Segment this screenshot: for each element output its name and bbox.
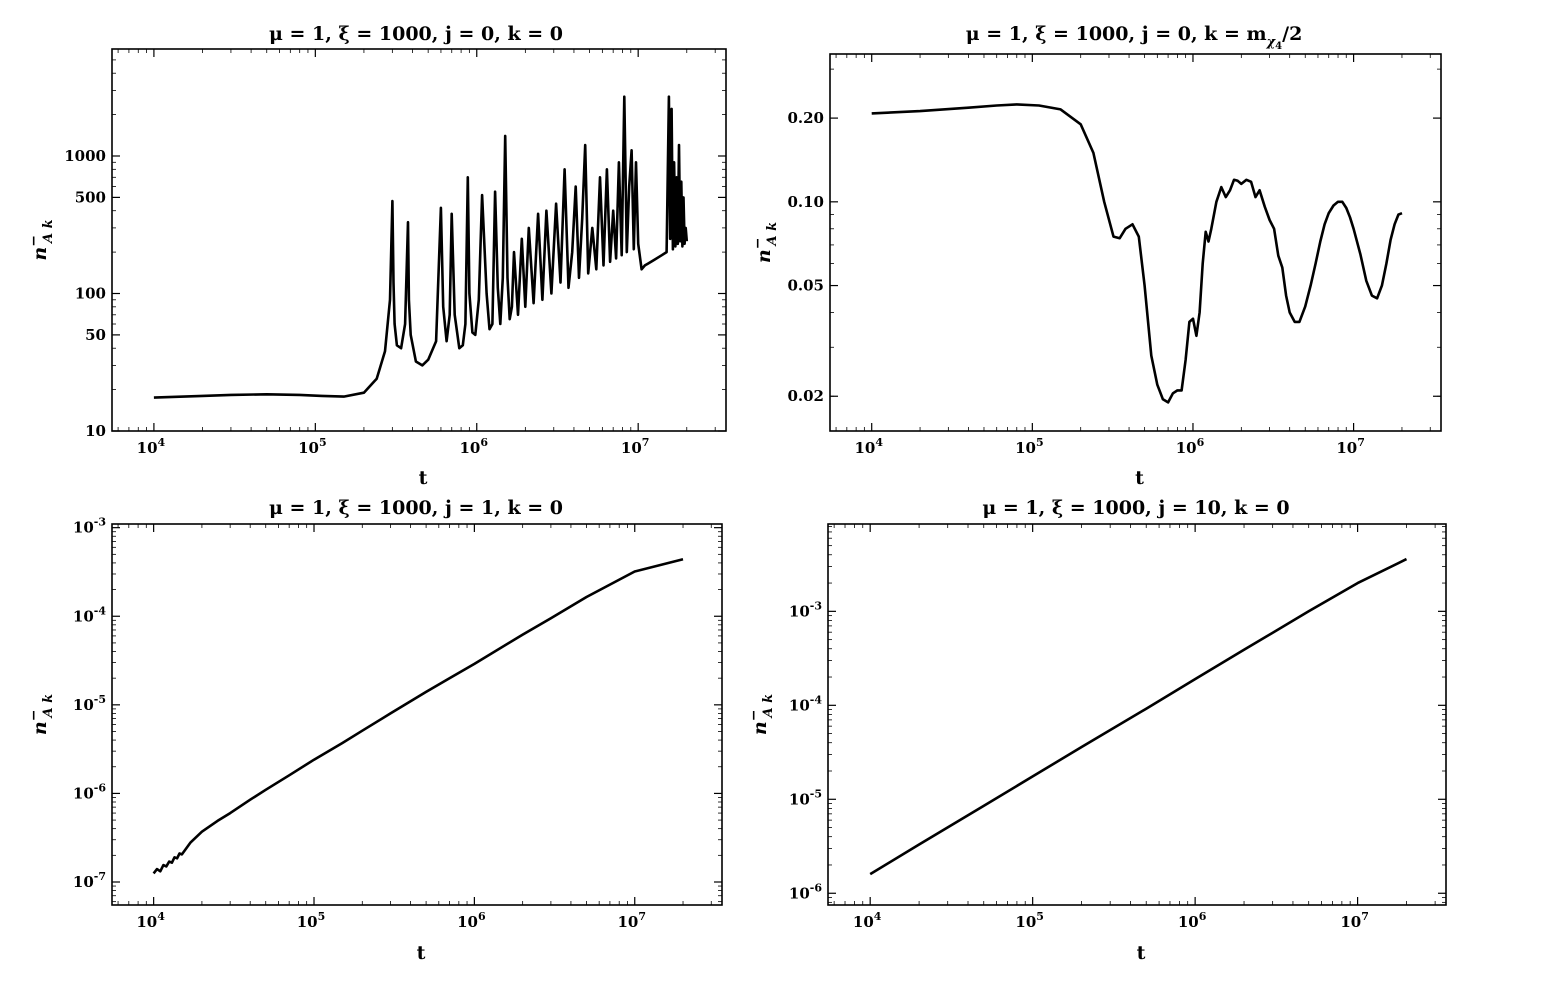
x-tick-label: 106: [457, 910, 486, 931]
plot-frame: [111, 523, 723, 906]
minor-ticks: [830, 54, 1441, 431]
x-tick-label: 105: [298, 436, 327, 457]
x-tick-label: 107: [617, 910, 646, 931]
series-line-1: [871, 103, 1403, 404]
chart-panel-2: 104 105 106 107 0.02 0.05 0.10 0.20 μ = 1, ξ = 1…: [750, 23, 1442, 489]
plot-frame: [111, 48, 727, 432]
y-tick-label: 10: [85, 422, 106, 440]
y-tick-label: 10-4: [789, 693, 822, 714]
x-tick-label: 104: [853, 910, 882, 931]
y-tick-label: 0.10: [787, 193, 824, 211]
x-tick-label: 105: [297, 910, 326, 931]
y-tick-label: 10-6: [73, 781, 106, 802]
x-tick-label: 107: [1336, 436, 1365, 457]
y-tick-label: 10-7: [73, 870, 106, 891]
x-tick-label: 104: [854, 436, 883, 457]
y-axis-label: n−A k: [750, 222, 780, 263]
series-line-1: [153, 95, 689, 399]
y-tick-label: 10-3: [73, 516, 106, 537]
y-tick-label: 1000: [64, 147, 106, 165]
y-axis-label: n−A k: [746, 694, 776, 735]
x-tick-label: 104: [137, 436, 166, 457]
chart-panel-4: 104 105 106 107 10-6 10-5 10-4 10-3 μ = 1, ξ = 1…: [746, 497, 1447, 964]
y-tick-label: 0.02: [787, 387, 824, 405]
series-line-1: [152, 558, 684, 875]
y-tick-label: 10-6: [789, 881, 822, 902]
x-axis-label: t: [1137, 942, 1146, 964]
y-tick-label: 50: [85, 326, 106, 344]
x-tick-label: 106: [1176, 436, 1205, 457]
x-tick-label: 107: [621, 436, 650, 457]
chart-title: μ = 1, ξ = 1000, j = 10, k = 0: [982, 497, 1289, 519]
chart-panel-1: 104 105 106 107 10 50 100 500 1000 μ = 1, ξ = 100…: [26, 23, 727, 489]
x-tick-label: 105: [1015, 910, 1044, 931]
x-tick-label: 104: [136, 910, 165, 931]
minor-ticks: [112, 524, 722, 905]
y-tick-label: 10-3: [789, 599, 822, 620]
y-tick-label: 10-5: [73, 693, 106, 714]
chart-title: μ = 1, ξ = 1000, j = 0, k = mχ4/2: [966, 23, 1303, 52]
x-axis-label: t: [419, 467, 428, 489]
y-axis-label: n−A k: [26, 694, 56, 735]
y-tick-label: 10-4: [73, 604, 106, 625]
series-line-1: [869, 557, 1408, 876]
y-tick-label: 100: [75, 284, 106, 302]
plot-frame: [829, 53, 1442, 432]
y-axis-label: n−A k: [26, 219, 56, 260]
x-axis-label: t: [417, 942, 426, 964]
y-tick-label: 10-5: [789, 787, 822, 808]
y-tick-label: 0.05: [787, 277, 824, 295]
x-tick-label: 107: [1340, 910, 1369, 931]
x-tick-label: 106: [459, 436, 488, 457]
minor-ticks: [828, 524, 1446, 905]
chart-title: μ = 1, ξ = 1000, j = 0, k = 0: [269, 23, 563, 45]
x-tick-label: 105: [1015, 436, 1044, 457]
y-tick-label: 500: [75, 188, 106, 206]
x-tick-label: 106: [1178, 910, 1207, 931]
y-tick-label: 0.20: [787, 109, 824, 127]
chart-title: μ = 1, ξ = 1000, j = 1, k = 0: [269, 497, 563, 519]
chart-panel-3: 104 105 106 107 10-7 10-6 10-5 10-4 10-3 μ = 1, ξ…: [26, 497, 723, 964]
x-axis-label: t: [1135, 467, 1144, 489]
